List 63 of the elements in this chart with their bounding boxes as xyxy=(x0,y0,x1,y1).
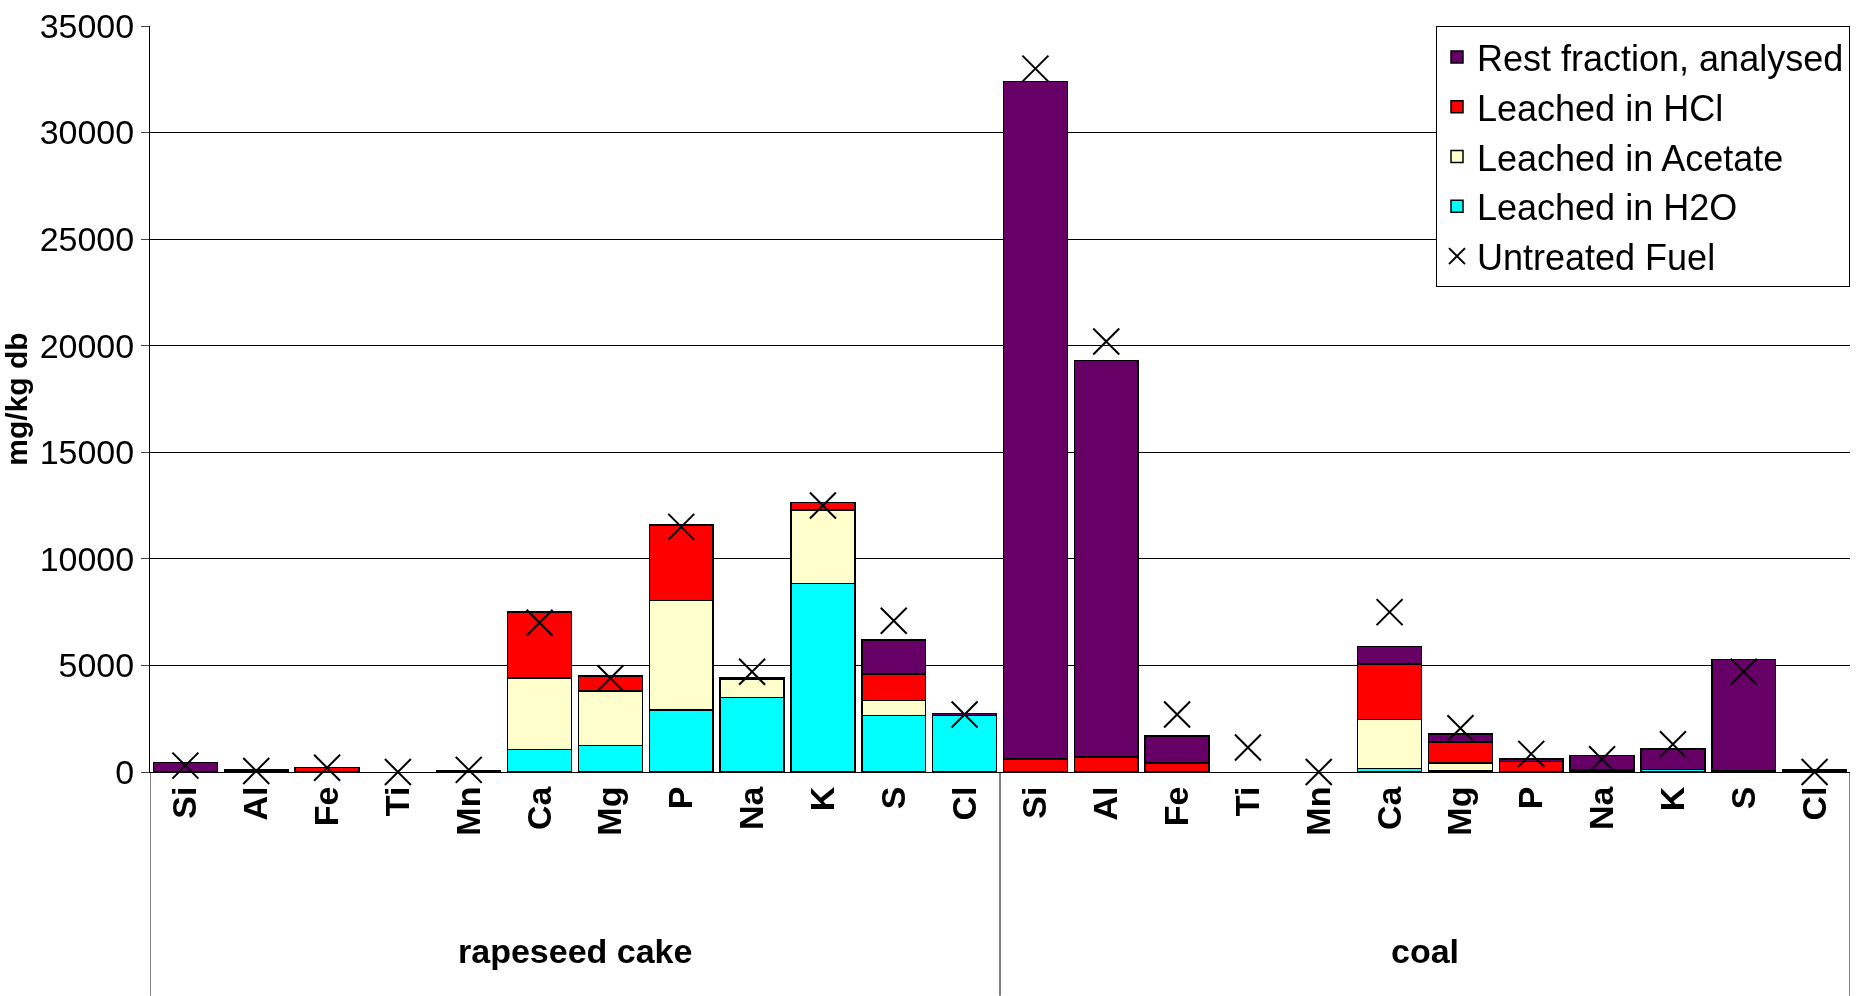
point xyxy=(1658,730,1687,759)
legend-label: Leached in HCl xyxy=(1477,87,1724,129)
x-tick-label: Al xyxy=(236,786,275,821)
y-tick-label: 5000 xyxy=(58,646,135,685)
y-tick-label: 0 xyxy=(115,752,135,791)
point xyxy=(242,756,271,785)
y-tick-label: 20000 xyxy=(39,326,135,365)
x-tick-label: Ti xyxy=(377,786,416,817)
legend-label: Leached in Acetate xyxy=(1477,137,1784,179)
x-tick-label: Cl xyxy=(1794,786,1833,821)
point xyxy=(1163,700,1192,729)
y-tick-label: 35000 xyxy=(39,6,135,45)
y-tick-label: 25000 xyxy=(39,220,135,259)
point xyxy=(525,608,554,637)
point xyxy=(879,606,908,635)
point xyxy=(950,700,979,729)
point xyxy=(454,755,483,784)
point xyxy=(1729,657,1758,686)
point xyxy=(383,758,412,786)
x-tick-label: K xyxy=(802,786,841,812)
y-axis-title: mg/kg db xyxy=(0,332,33,466)
x-tick-label: Cl xyxy=(944,786,983,821)
x-tick-label: Si xyxy=(165,786,204,819)
point xyxy=(1517,739,1546,768)
point xyxy=(313,753,342,782)
point xyxy=(1233,733,1262,762)
point xyxy=(1092,327,1121,356)
point xyxy=(738,657,767,686)
x-tick-label: Na xyxy=(1582,785,1621,831)
point xyxy=(171,751,200,780)
legend-label: Leached in H2O xyxy=(1477,187,1738,229)
x-tick-label: S xyxy=(1723,786,1762,810)
x-tick-label: K xyxy=(1652,786,1691,812)
x-tick-label: Ca xyxy=(519,785,558,831)
x-tick-label: Si xyxy=(1015,786,1054,819)
x-tick-label: Mg xyxy=(590,786,629,836)
x-tick-label: Al xyxy=(1086,786,1125,821)
point xyxy=(1375,598,1404,627)
y-tick-label: 15000 xyxy=(39,433,135,472)
x-tick-label: Mg xyxy=(1440,786,1479,836)
x-tick-label: Na xyxy=(732,785,771,831)
point xyxy=(596,664,625,693)
x-tick-label: Fe xyxy=(1157,786,1196,827)
x-tick-label: Mn xyxy=(448,786,487,836)
point xyxy=(1446,714,1475,743)
text: coal xyxy=(1391,932,1460,970)
legend-label: Rest fraction, analysed xyxy=(1477,37,1844,79)
text: rapeseed cake xyxy=(458,932,693,970)
x-tick-label: P xyxy=(661,786,700,810)
x-tick-label: Mn xyxy=(1298,786,1337,836)
point xyxy=(1304,758,1333,786)
point xyxy=(1021,54,1050,83)
x-tick-label: P xyxy=(1511,786,1550,810)
x-tick-label: S xyxy=(873,786,912,810)
x-tick-label: Ca xyxy=(1369,785,1408,831)
y-tick-label: 10000 xyxy=(39,539,135,578)
point xyxy=(1800,758,1829,786)
legend-label: Untreated Fuel xyxy=(1477,237,1716,279)
x-tick-label: Ti xyxy=(1227,786,1266,817)
x-tick-label: Fe xyxy=(307,786,346,827)
point xyxy=(808,491,837,520)
point xyxy=(667,512,696,541)
y-tick-label: 30000 xyxy=(39,113,135,152)
